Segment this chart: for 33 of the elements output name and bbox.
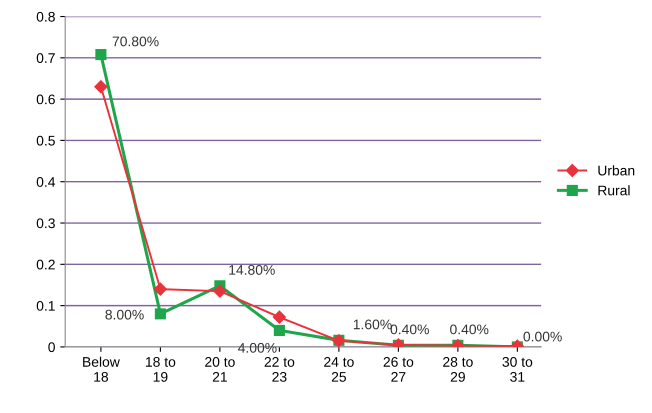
point: [95, 48, 106, 60]
point: [154, 282, 167, 296]
point: [274, 324, 285, 336]
y-tick-label: 0.5: [36, 136, 55, 146]
x-tick-label: 20 to 21: [205, 357, 235, 382]
y-tick-label: 0.7: [36, 53, 55, 63]
legend-label: Urban: [598, 165, 634, 176]
point: [213, 284, 226, 298]
y-tick-label: 0.2: [36, 260, 55, 270]
data-label: 1.60%: [354, 320, 392, 330]
x-tick-label: Below 18: [83, 356, 120, 382]
y-tick-label: 0: [48, 342, 55, 352]
x-tick-label: 24 to 25: [324, 357, 354, 382]
y-tick-label: 0.6: [36, 94, 55, 104]
legend-label: Rural: [598, 185, 630, 196]
y-tick-label: 0.1: [36, 300, 55, 311]
data-label: 0.40%: [450, 324, 488, 334]
data-label: 0.00%: [523, 332, 562, 342]
data-label: 70.80%: [112, 36, 159, 46]
point: [154, 308, 166, 320]
y-tick-label: 0.3: [36, 218, 55, 228]
x-tick-label: 26 to 27: [384, 357, 414, 382]
data-label: 0.40%: [390, 324, 429, 334]
data-label: 8.00%: [105, 310, 144, 320]
y-tick-label: 0.4: [36, 177, 56, 187]
data-label: 14.80%: [229, 264, 275, 275]
point: [94, 80, 108, 94]
point: [272, 310, 286, 324]
y-tick-label: 0.8: [36, 12, 55, 22]
x-tick-label: 18 to 19: [146, 357, 176, 382]
x-tick-label: 30 to 31: [502, 357, 532, 382]
x-tick-label: 22 to 23: [264, 357, 294, 382]
x-tick-label: 28 to 29: [443, 357, 473, 382]
